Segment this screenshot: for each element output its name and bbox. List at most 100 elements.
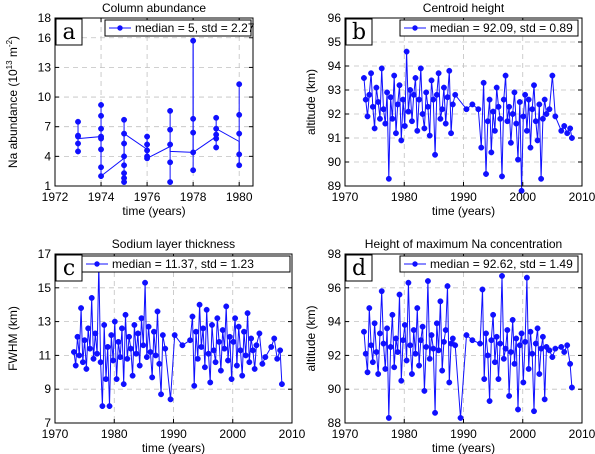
y-tick-label: 17	[38, 247, 52, 261]
data-point	[213, 144, 220, 151]
data-point	[394, 349, 401, 355]
data-point	[520, 379, 527, 386]
panel-letter-box	[55, 254, 83, 282]
panel-letter-box	[55, 18, 83, 46]
data-point	[421, 387, 428, 394]
data-point	[430, 345, 437, 352]
axes-frame	[54, 17, 254, 187]
legend-text: median = 11.37, std = 1.23	[112, 257, 254, 271]
data-point	[369, 103, 376, 110]
data-point	[417, 337, 424, 344]
data-point	[121, 170, 128, 177]
y-axis-label: altitude (km)	[304, 305, 318, 371]
data-point	[361, 328, 367, 335]
x-tick-label: 2010	[279, 427, 306, 441]
data-point	[567, 125, 574, 132]
data-point	[98, 102, 104, 108]
data-point	[101, 322, 108, 328]
data-point	[412, 350, 419, 357]
data-point	[203, 306, 210, 313]
data-point	[407, 87, 414, 93]
data-point	[536, 371, 543, 377]
data-point	[499, 173, 505, 180]
y-tick-label: 91	[328, 131, 342, 145]
data-point	[244, 310, 251, 317]
data-point	[495, 376, 502, 383]
data-point	[426, 355, 433, 362]
data-point	[398, 137, 405, 144]
data-point	[516, 342, 523, 349]
legend-text: median = 5, std = 2.27	[135, 21, 255, 35]
data-point	[233, 362, 240, 369]
data-point	[362, 96, 369, 103]
data-point	[167, 396, 174, 403]
data-point	[94, 350, 101, 357]
x-axis-label: time (years)	[432, 441, 495, 454]
data-point	[171, 332, 178, 339]
data-point	[256, 330, 263, 337]
data-point	[410, 91, 417, 98]
x-tick-label: 2010	[569, 190, 595, 204]
data-point	[75, 133, 81, 140]
data-point	[531, 82, 537, 89]
data-point	[225, 357, 231, 364]
x-tick-label: 1990	[160, 427, 187, 441]
y-axis-label: Na abundance (1013 m-2)	[5, 36, 20, 168]
data-point	[463, 332, 470, 339]
data-point	[104, 344, 111, 350]
data-point	[433, 320, 440, 327]
panel-letter: b	[352, 20, 366, 45]
data-point	[564, 342, 571, 349]
data-point	[121, 116, 128, 123]
x-tick-label: 2010	[569, 427, 595, 441]
data-point	[201, 364, 208, 371]
data-point	[480, 79, 487, 86]
data-point	[274, 355, 281, 362]
x-tick-label: 1980	[391, 427, 418, 441]
data-point	[366, 91, 373, 98]
panel-letter-box	[345, 254, 373, 282]
data-point	[361, 75, 367, 81]
data-point	[364, 369, 371, 376]
data-point	[500, 96, 507, 103]
data-point	[369, 359, 376, 366]
data-point	[236, 130, 243, 137]
data-point	[159, 332, 166, 339]
data-point	[558, 127, 565, 134]
data-point	[469, 101, 476, 108]
data-point	[76, 352, 83, 359]
data-point	[444, 94, 451, 101]
data-point	[403, 357, 410, 364]
data-point	[200, 325, 207, 332]
data-point	[398, 377, 405, 384]
legend-box	[81, 255, 291, 273]
data-point	[236, 151, 243, 158]
data-point	[523, 127, 530, 134]
data-point	[391, 364, 398, 371]
data-point	[491, 359, 498, 366]
data-point	[127, 345, 134, 352]
data-point	[368, 70, 375, 77]
data-point	[382, 365, 389, 372]
y-tick-label: 7	[44, 416, 51, 430]
data-point	[393, 130, 399, 137]
data-point	[534, 137, 541, 144]
data-point	[190, 115, 197, 122]
data-point	[226, 333, 233, 340]
y-tick-label: 1	[44, 179, 51, 193]
y-tick-label: 88	[328, 416, 342, 430]
data-point	[516, 99, 523, 105]
y-tick-label: 18	[38, 11, 52, 25]
data-point	[432, 151, 439, 158]
y-tick-label: 10	[38, 90, 52, 104]
y-tick-label: 94	[328, 59, 342, 73]
data-point	[98, 135, 104, 142]
y-axis-label: FWHM (km)	[6, 306, 20, 371]
y-tick-label: 90	[328, 155, 342, 169]
x-tick-label: 2000	[219, 427, 246, 441]
data-point	[193, 328, 199, 335]
data-point	[515, 156, 521, 163]
data-point	[375, 99, 382, 105]
data-point	[88, 294, 95, 301]
data-point	[539, 115, 546, 122]
